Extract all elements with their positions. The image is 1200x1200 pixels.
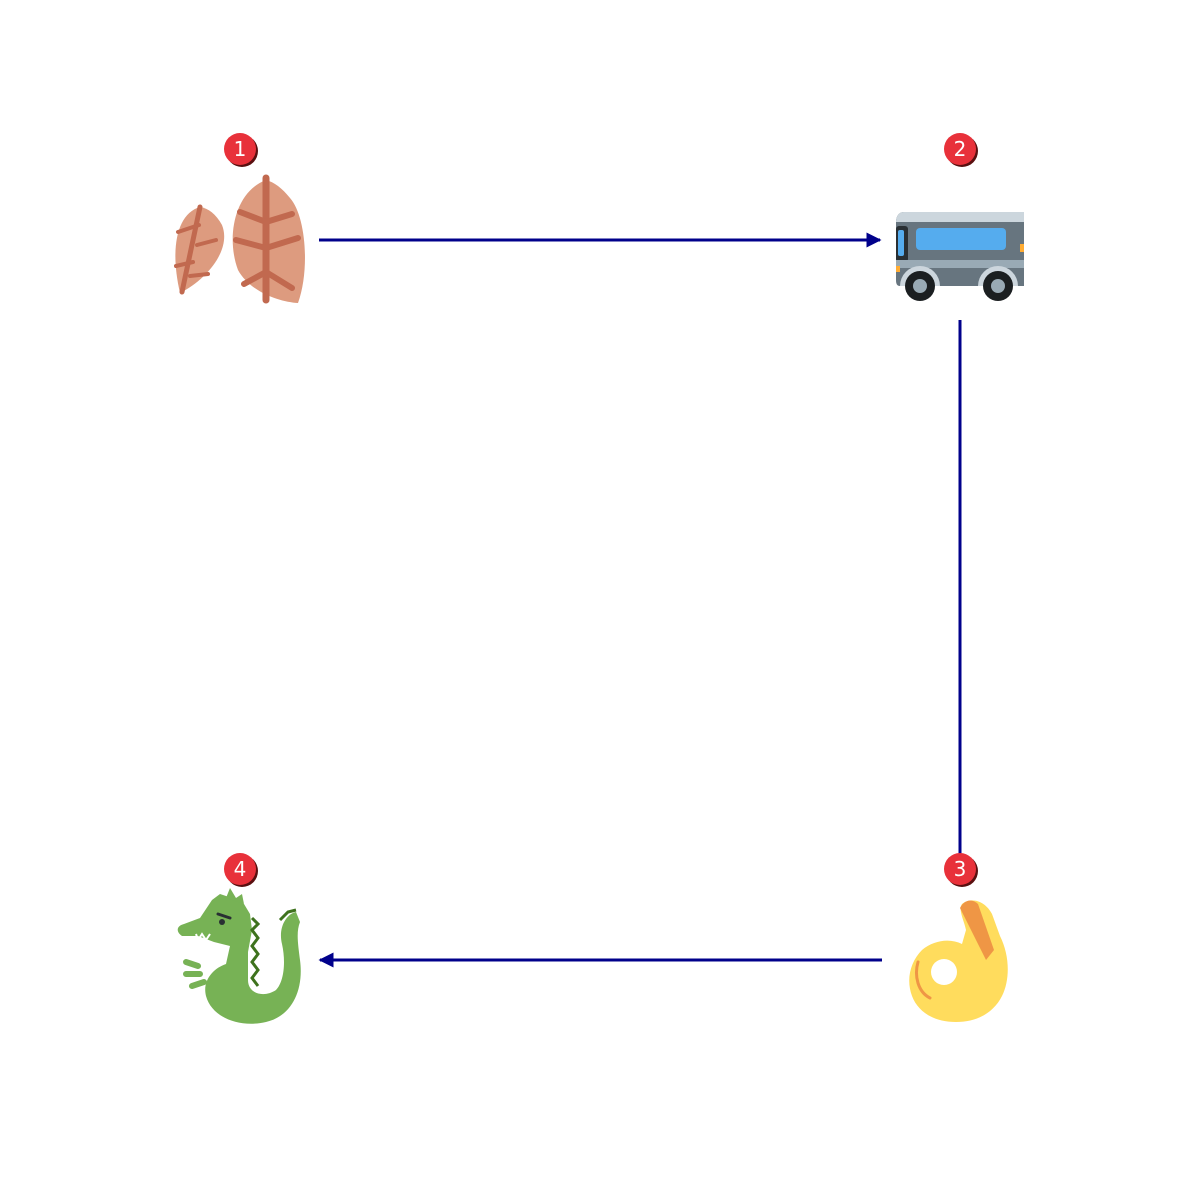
node-badge: 2 xyxy=(944,133,978,167)
node-1: 1 xyxy=(174,133,305,304)
node-label: 2 xyxy=(954,137,967,161)
node-label: 4 xyxy=(234,857,247,881)
node-4: 4 xyxy=(177,853,301,1024)
node-badge: 1 xyxy=(224,133,258,167)
fallen-leaves-icon xyxy=(174,174,305,304)
bus-icon xyxy=(896,212,1024,301)
edges xyxy=(318,232,962,968)
node-badge: 3 xyxy=(944,853,978,887)
node-2: 2 xyxy=(896,133,1024,301)
node-label: 1 xyxy=(234,137,247,161)
node-badge: 4 xyxy=(224,853,258,887)
node-3: 3 xyxy=(909,853,1008,1022)
dragon-icon xyxy=(177,888,301,1024)
ok-hand-icon xyxy=(909,900,1008,1022)
node-label: 3 xyxy=(954,857,967,881)
